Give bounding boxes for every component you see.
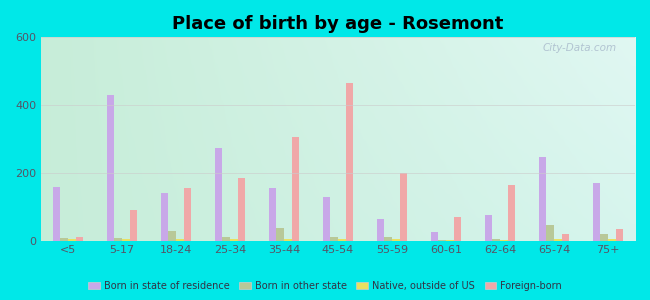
Bar — [493, 239, 500, 241]
Bar — [446, 240, 454, 241]
Bar — [539, 157, 547, 241]
Bar — [75, 237, 83, 241]
Bar — [215, 148, 222, 241]
Legend: Born in state of residence, Born in other state, Native, outside of US, Foreign-: Born in state of residence, Born in othe… — [84, 278, 566, 295]
Bar — [454, 217, 461, 241]
Bar — [392, 239, 400, 241]
Bar — [346, 83, 353, 241]
Bar — [183, 188, 191, 241]
Bar — [500, 240, 508, 241]
Bar — [601, 234, 608, 241]
Bar — [593, 183, 601, 241]
Bar — [237, 178, 245, 241]
Bar — [68, 239, 75, 241]
Bar — [292, 137, 299, 241]
Bar — [431, 232, 439, 241]
Bar — [168, 231, 176, 241]
Bar — [562, 234, 569, 241]
Bar — [107, 95, 114, 241]
Bar — [554, 239, 562, 241]
Bar — [222, 237, 230, 241]
Bar — [176, 239, 183, 241]
Bar — [547, 225, 554, 241]
Bar — [53, 187, 60, 241]
Bar — [616, 229, 623, 241]
Bar — [508, 185, 515, 241]
Bar — [161, 193, 168, 241]
Bar — [129, 210, 137, 241]
Bar — [384, 237, 392, 241]
Bar — [122, 239, 129, 241]
Bar — [377, 219, 384, 241]
Bar — [330, 237, 338, 241]
Bar — [608, 239, 616, 241]
Bar — [323, 197, 330, 241]
Bar — [338, 239, 346, 241]
Bar — [230, 239, 237, 241]
Bar — [284, 239, 292, 241]
Text: City-Data.com: City-Data.com — [543, 44, 618, 53]
Bar — [485, 215, 493, 241]
Bar — [276, 228, 284, 241]
Bar — [439, 240, 446, 241]
Title: Place of birth by age - Rosemont: Place of birth by age - Rosemont — [172, 15, 504, 33]
Bar — [400, 173, 407, 241]
Bar — [60, 238, 68, 241]
Bar — [114, 238, 122, 241]
Bar — [269, 188, 276, 241]
